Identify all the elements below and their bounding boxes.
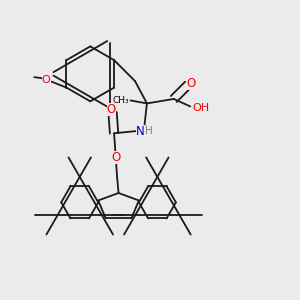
Text: H: H [146, 127, 153, 136]
Text: O: O [107, 103, 116, 116]
Text: N: N [136, 125, 145, 138]
Text: O: O [186, 76, 195, 90]
Text: CH₃: CH₃ [112, 96, 129, 105]
Text: O: O [42, 75, 51, 85]
Text: O: O [111, 151, 121, 164]
Text: OH: OH [193, 103, 210, 112]
